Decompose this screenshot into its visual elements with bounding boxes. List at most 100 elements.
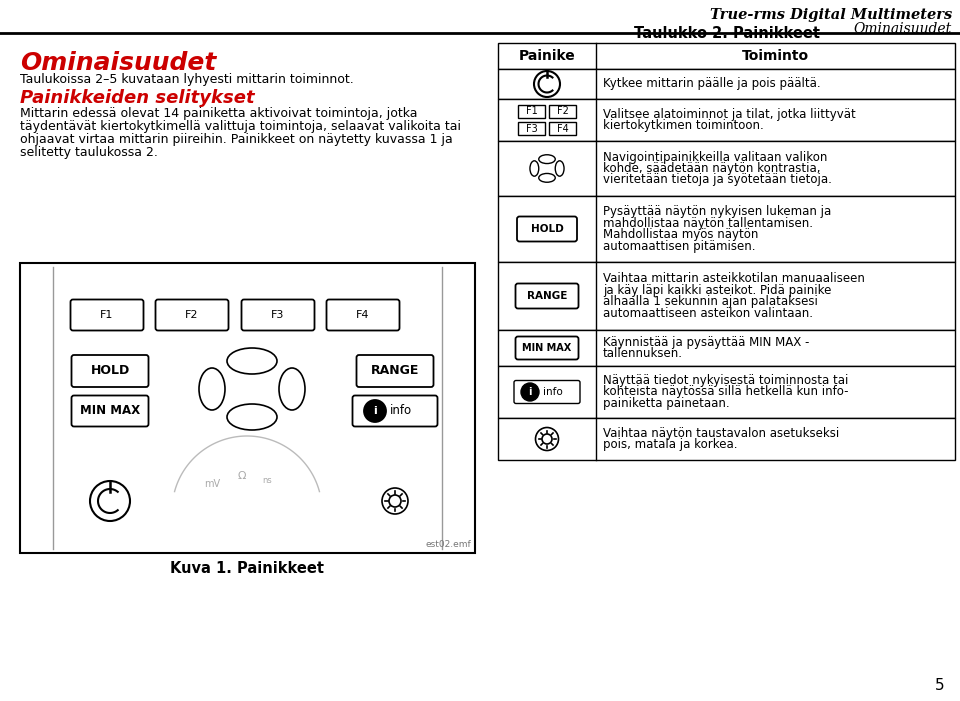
Text: info: info: [543, 387, 563, 397]
FancyBboxPatch shape: [70, 299, 143, 330]
Text: F4: F4: [356, 310, 370, 320]
Bar: [20, 263, 475, 553]
FancyBboxPatch shape: [517, 217, 577, 242]
Circle shape: [536, 428, 559, 451]
Text: Kytkee mittarin päälle ja pois päältä.: Kytkee mittarin päälle ja pois päältä.: [603, 78, 821, 90]
Bar: [498, 43, 955, 69]
FancyBboxPatch shape: [516, 336, 579, 360]
Text: selitetty taulukossa 2.: selitetty taulukossa 2.: [20, 146, 157, 159]
Text: RANGE: RANGE: [527, 291, 567, 301]
Text: Valitsee alatoiminnot ja tilat, jotka liittyvät: Valitsee alatoiminnot ja tilat, jotka li…: [603, 108, 855, 121]
Bar: [498, 99, 955, 141]
Bar: [498, 366, 955, 418]
Text: Toiminto: Toiminto: [742, 49, 809, 63]
Bar: [498, 418, 955, 460]
Ellipse shape: [199, 368, 225, 410]
Text: Ω: Ω: [238, 471, 247, 481]
Text: täydentävät kiertokytkimellä valittuja toimintoja, selaavat valikoita tai: täydentävät kiertokytkimellä valittuja t…: [20, 120, 461, 133]
Text: automaattisen pitämisen.: automaattisen pitämisen.: [603, 240, 756, 253]
Ellipse shape: [227, 404, 277, 430]
Text: i: i: [528, 387, 532, 397]
Text: F2: F2: [557, 107, 568, 116]
Polygon shape: [248, 414, 256, 423]
Text: pois, matala ja korkea.: pois, matala ja korkea.: [603, 438, 737, 451]
Bar: [498, 196, 955, 262]
Polygon shape: [206, 385, 215, 393]
Ellipse shape: [555, 161, 564, 176]
Ellipse shape: [530, 161, 539, 176]
Bar: [498, 262, 955, 330]
Circle shape: [90, 481, 130, 521]
Text: Kuva 1. Painikkeet: Kuva 1. Painikkeet: [171, 561, 324, 576]
Text: mahdollistaa näytön tallentamisen.: mahdollistaa näytön tallentamisen.: [603, 217, 813, 230]
Text: Mittarin edessä olevat 14 painiketta aktivoivat toimintoja, jotka: Mittarin edessä olevat 14 painiketta akt…: [20, 107, 418, 120]
Text: 5: 5: [935, 678, 945, 693]
Circle shape: [389, 495, 401, 507]
Bar: [518, 105, 545, 118]
Circle shape: [382, 488, 408, 514]
Polygon shape: [248, 355, 256, 364]
Text: Näyttää tiedot nykyisestä toiminnosta tai: Näyttää tiedot nykyisestä toiminnosta ta…: [603, 374, 849, 387]
Text: vieritetään tietoja ja syötetään tietoja.: vieritetään tietoja ja syötetään tietoja…: [603, 174, 832, 186]
Text: Painike: Painike: [518, 49, 575, 63]
Bar: [549, 105, 576, 118]
FancyBboxPatch shape: [71, 355, 149, 387]
Ellipse shape: [539, 173, 555, 182]
Text: Ominaisuudet: Ominaisuudet: [20, 51, 216, 75]
Text: Käynnistää ja pysäyttää MIN MAX -: Käynnistää ja pysäyttää MIN MAX -: [603, 336, 809, 349]
FancyBboxPatch shape: [352, 395, 438, 426]
Text: Pysäyttää näytön nykyisen lukeman ja: Pysäyttää näytön nykyisen lukeman ja: [603, 205, 831, 218]
Text: F4: F4: [557, 123, 568, 133]
Text: kohde, säädetään näytön kontrastia,: kohde, säädetään näytön kontrastia,: [603, 162, 821, 175]
FancyBboxPatch shape: [71, 395, 149, 426]
Text: mV: mV: [204, 479, 220, 489]
Text: MIN MAX: MIN MAX: [522, 343, 571, 353]
FancyBboxPatch shape: [356, 355, 434, 387]
Text: F3: F3: [272, 310, 285, 320]
Text: kohteista näytössä sillä hetkellä kun info-: kohteista näytössä sillä hetkellä kun in…: [603, 386, 849, 398]
Polygon shape: [558, 165, 564, 171]
Text: Navigointipainikkeilla valitaan valikon: Navigointipainikkeilla valitaan valikon: [603, 151, 828, 163]
Text: RANGE: RANGE: [371, 365, 420, 378]
Bar: [498, 330, 955, 366]
Polygon shape: [544, 155, 550, 161]
Text: ja käy läpi kaikki asteikot. Pidä painike: ja käy läpi kaikki asteikot. Pidä painik…: [603, 284, 831, 297]
Circle shape: [534, 71, 560, 97]
Text: Taulukoissa 2–5 kuvataan lyhyesti mittarin toiminnot.: Taulukoissa 2–5 kuvataan lyhyesti mittar…: [20, 73, 353, 86]
Bar: [518, 122, 545, 135]
Text: i: i: [373, 406, 377, 416]
Polygon shape: [530, 165, 537, 171]
Text: F1: F1: [526, 107, 538, 116]
FancyBboxPatch shape: [156, 299, 228, 330]
Text: HOLD: HOLD: [90, 365, 130, 378]
Text: Mahdollistaa myös näytön: Mahdollistaa myös näytön: [603, 229, 758, 241]
Text: Ominaisuudet: Ominaisuudet: [853, 22, 952, 36]
Text: F2: F2: [185, 310, 199, 320]
Bar: [498, 69, 955, 99]
Ellipse shape: [227, 348, 277, 374]
Circle shape: [542, 434, 552, 444]
Polygon shape: [544, 176, 550, 182]
Text: kiertokytkimen toimintoon.: kiertokytkimen toimintoon.: [603, 119, 764, 132]
FancyBboxPatch shape: [516, 283, 579, 308]
Text: True-rms Digital Multimeters: True-rms Digital Multimeters: [709, 8, 952, 22]
Circle shape: [364, 400, 386, 422]
Text: painiketta painetaan.: painiketta painetaan.: [603, 397, 730, 410]
Text: automaattiseen asteikon valintaan.: automaattiseen asteikon valintaan.: [603, 307, 813, 320]
Text: HOLD: HOLD: [531, 224, 564, 234]
Text: F1: F1: [100, 310, 113, 320]
Text: info: info: [390, 404, 412, 418]
FancyBboxPatch shape: [242, 299, 315, 330]
Text: Painikkeiden selitykset: Painikkeiden selitykset: [20, 89, 254, 107]
Text: ns: ns: [262, 476, 272, 485]
Text: Vaihtaa mittarin asteikkotilan manuaaliseen: Vaihtaa mittarin asteikkotilan manuaalis…: [603, 272, 865, 285]
Bar: [549, 122, 576, 135]
Text: Taulukko 2. Painikkeet: Taulukko 2. Painikkeet: [634, 26, 820, 41]
Text: alhaalla 1 sekunnin ajan palataksesi: alhaalla 1 sekunnin ajan palataksesi: [603, 295, 818, 308]
Circle shape: [521, 383, 539, 401]
Ellipse shape: [539, 155, 555, 163]
Text: MIN MAX: MIN MAX: [80, 404, 140, 418]
Text: F3: F3: [526, 123, 538, 133]
Text: ohjaavat virtaa mittarin piireihin. Painikkeet on näytetty kuvassa 1 ja: ohjaavat virtaa mittarin piireihin. Pain…: [20, 133, 453, 146]
Ellipse shape: [279, 368, 305, 410]
